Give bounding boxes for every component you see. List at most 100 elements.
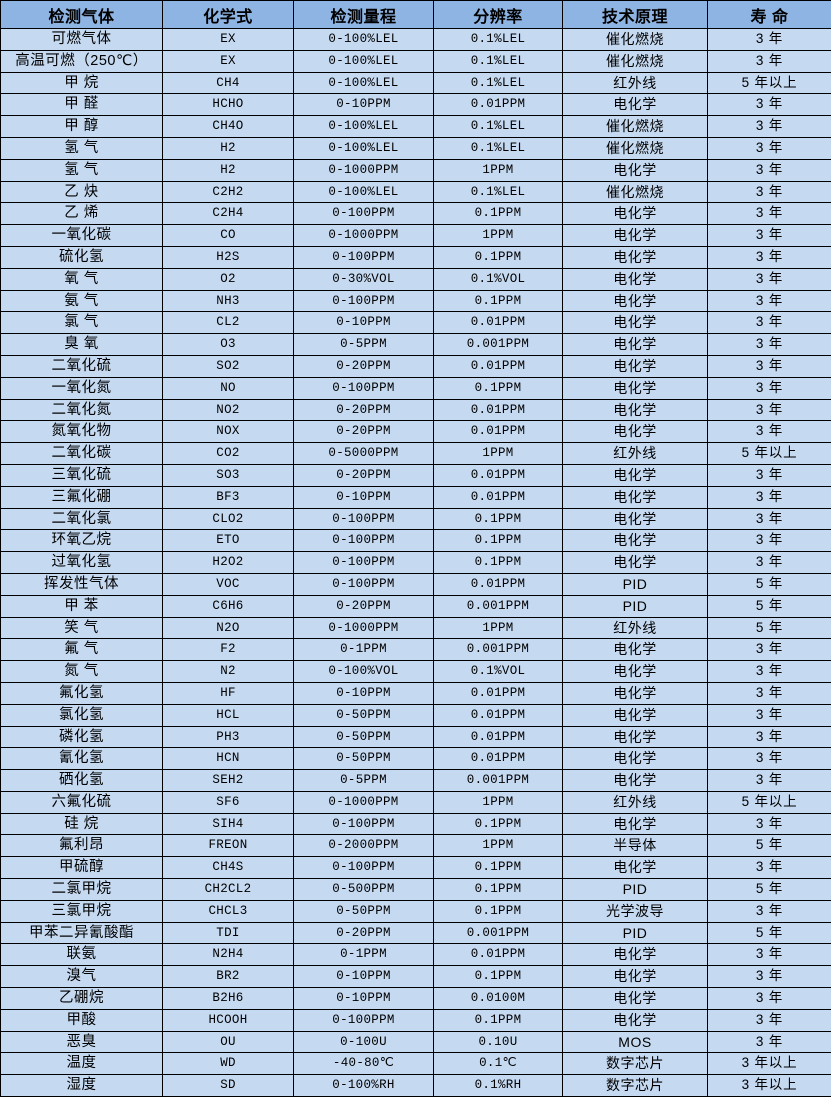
cell-life: 3 年 [708, 857, 831, 879]
cell-range: 0-100PPM [294, 508, 434, 530]
cell-name: 溴气 [1, 966, 163, 988]
cell-formula: N2 [163, 661, 294, 683]
cell-range: 0-10PPM [294, 94, 434, 116]
cell-tech: 电化学 [563, 94, 708, 116]
table-header-row: 检测气体 化学式 检测量程 分辨率 技术原理 寿 命 [1, 1, 831, 29]
cell-resolution: 0.01PPM [434, 421, 563, 443]
cell-name: 温度 [1, 1053, 163, 1075]
cell-range: 0-50PPM [294, 726, 434, 748]
cell-formula: CLO2 [163, 508, 294, 530]
cell-resolution: 0.01PPM [434, 726, 563, 748]
cell-life: 3 年 [708, 682, 831, 704]
cell-resolution: 0.1%LEL [434, 137, 563, 159]
cell-tech: 数字芯片 [563, 1053, 708, 1075]
cell-resolution: 0.001PPM [434, 922, 563, 944]
cell-life: 3 年 [708, 399, 831, 421]
cell-name: 可燃气体 [1, 29, 163, 51]
cell-tech: 电化学 [563, 486, 708, 508]
cell-life: 3 年 [708, 225, 831, 247]
cell-formula: SD [163, 1075, 294, 1097]
cell-range: 0-1000PPM [294, 791, 434, 813]
cell-range: 0-10PPM [294, 682, 434, 704]
cell-tech: 催化燃烧 [563, 116, 708, 138]
cell-tech: 电化学 [563, 159, 708, 181]
cell-formula: EX [163, 29, 294, 51]
cell-tech: PID [563, 879, 708, 901]
cell-formula: CO [163, 225, 294, 247]
cell-resolution: 0.01PPM [434, 355, 563, 377]
cell-name: 氮 气 [1, 661, 163, 683]
cell-formula: C2H4 [163, 203, 294, 225]
cell-name: 一氧化氮 [1, 377, 163, 399]
cell-range: 0-50PPM [294, 704, 434, 726]
cell-life: 3 年 [708, 486, 831, 508]
cell-life: 3 年 [708, 966, 831, 988]
cell-tech: 电化学 [563, 203, 708, 225]
cell-tech: 电化学 [563, 813, 708, 835]
cell-resolution: 0.1%LEL [434, 72, 563, 94]
cell-range: 0-100PPM [294, 377, 434, 399]
cell-tech: 红外线 [563, 72, 708, 94]
cell-resolution: 0.1PPM [434, 552, 563, 574]
cell-resolution: 0.1PPM [434, 290, 563, 312]
column-header-resolution: 分辨率 [434, 1, 563, 29]
cell-name: 氧 气 [1, 268, 163, 290]
cell-range: 0-10PPM [294, 486, 434, 508]
cell-name: 氯 气 [1, 312, 163, 334]
cell-formula: CH4O [163, 116, 294, 138]
cell-life: 5 年 [708, 573, 831, 595]
cell-tech: 催化燃烧 [563, 29, 708, 51]
cell-resolution: 0.01PPM [434, 94, 563, 116]
cell-range: 0-100PPM [294, 290, 434, 312]
cell-name: 氨 气 [1, 290, 163, 312]
cell-formula: CL2 [163, 312, 294, 334]
cell-name: 恶臭 [1, 1031, 163, 1053]
cell-range: 0-100%VOL [294, 661, 434, 683]
cell-formula: SEH2 [163, 770, 294, 792]
cell-name: 挥发性气体 [1, 573, 163, 595]
cell-range: 0-5PPM [294, 334, 434, 356]
cell-range: 0-100U [294, 1031, 434, 1053]
cell-life: 3 年 [708, 944, 831, 966]
cell-formula: SF6 [163, 791, 294, 813]
cell-resolution: 0.01PPM [434, 312, 563, 334]
cell-name: 甲 烷 [1, 72, 163, 94]
cell-name: 甲苯二异氰酸酯 [1, 922, 163, 944]
cell-formula: HF [163, 682, 294, 704]
cell-range: -40-80℃ [294, 1053, 434, 1075]
cell-life: 3 年 [708, 508, 831, 530]
cell-formula: BF3 [163, 486, 294, 508]
cell-tech: 电化学 [563, 377, 708, 399]
cell-formula: NOX [163, 421, 294, 443]
cell-resolution: 1PPM [434, 159, 563, 181]
cell-formula: C6H6 [163, 595, 294, 617]
cell-life: 3 年 [708, 181, 831, 203]
cell-life: 3 年 [708, 726, 831, 748]
cell-name: 过氧化氢 [1, 552, 163, 574]
cell-resolution: 0.01PPM [434, 399, 563, 421]
cell-life: 3 年以上 [708, 1075, 831, 1097]
cell-formula: C2H2 [163, 181, 294, 203]
cell-formula: CH4 [163, 72, 294, 94]
cell-resolution: 0.01PPM [434, 748, 563, 770]
cell-tech: PID [563, 922, 708, 944]
cell-life: 3 年 [708, 530, 831, 552]
cell-life: 3 年 [708, 377, 831, 399]
column-header-formula: 化学式 [163, 1, 294, 29]
cell-resolution: 1PPM [434, 835, 563, 857]
cell-range: 0-100PPM [294, 530, 434, 552]
cell-formula: HCOOH [163, 1009, 294, 1031]
cell-name: 氰化氢 [1, 748, 163, 770]
